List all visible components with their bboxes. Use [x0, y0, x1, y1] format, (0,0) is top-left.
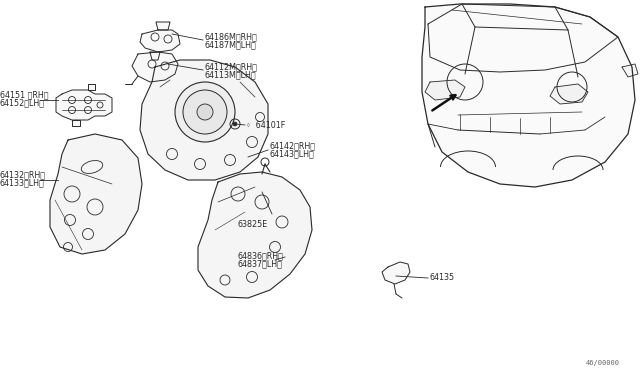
Text: ◦  64101F: ◦ 64101F [246, 121, 285, 129]
Text: 64187M〈LH〉: 64187M〈LH〉 [205, 41, 257, 49]
Polygon shape [140, 60, 268, 180]
Polygon shape [156, 22, 170, 30]
Text: 64113M〈LH〉: 64113M〈LH〉 [205, 71, 257, 80]
Polygon shape [550, 84, 588, 104]
Text: 64837〈LH〉: 64837〈LH〉 [238, 260, 283, 269]
Text: 64152〈LH〉: 64152〈LH〉 [0, 99, 45, 108]
Text: 64186M〈RH〉: 64186M〈RH〉 [205, 32, 258, 42]
Polygon shape [198, 172, 312, 298]
Polygon shape [140, 30, 180, 52]
Polygon shape [72, 120, 80, 126]
Polygon shape [132, 52, 178, 82]
Text: 46/00000: 46/00000 [586, 360, 620, 366]
Polygon shape [50, 134, 142, 254]
Polygon shape [56, 90, 112, 120]
Circle shape [197, 104, 213, 120]
Polygon shape [382, 262, 410, 284]
Text: 64151 〈RH〉: 64151 〈RH〉 [0, 90, 49, 99]
Text: 63825E: 63825E [238, 219, 268, 228]
Polygon shape [88, 84, 95, 90]
Text: 64142〈RH〉: 64142〈RH〉 [270, 141, 316, 151]
Circle shape [233, 122, 237, 126]
Text: 64133〈LH〉: 64133〈LH〉 [0, 179, 45, 187]
Polygon shape [422, 4, 635, 187]
Text: 64836〈RH〉: 64836〈RH〉 [238, 251, 284, 260]
Text: 64143〈LH〉: 64143〈LH〉 [270, 150, 315, 158]
Text: 64112M〈RH〉: 64112M〈RH〉 [205, 62, 258, 71]
Polygon shape [622, 64, 638, 77]
Circle shape [183, 90, 227, 134]
Text: 64132〈RH〉: 64132〈RH〉 [0, 170, 46, 180]
Circle shape [175, 82, 235, 142]
Polygon shape [150, 52, 160, 60]
Text: 64135: 64135 [430, 273, 455, 282]
Polygon shape [425, 80, 465, 100]
